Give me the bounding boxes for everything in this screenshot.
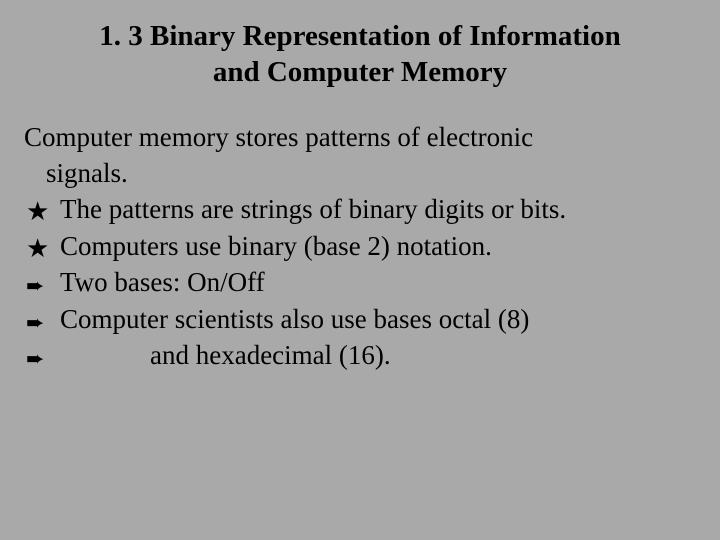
bullet-item: ➨ Computer scientists also use bases oct… — [24, 301, 696, 337]
slide-container: 1. 3 Binary Representation of Informatio… — [0, 0, 720, 398]
star-icon: ★ — [24, 199, 60, 225]
title-line-2: and Computer Memory — [213, 56, 507, 88]
arrow-icon: ➨ — [24, 275, 60, 297]
bullet-item: ➨ Two bases: On/Off — [24, 264, 696, 300]
star-icon: ★ — [24, 236, 60, 262]
bullet-text: Computer scientists also use bases octal… — [60, 301, 696, 337]
bullet-text: The patterns are strings of binary digit… — [60, 191, 696, 227]
slide-title: 1. 3 Binary Representation of Informatio… — [64, 18, 656, 91]
slide-body: Computer memory stores patterns of elect… — [24, 119, 696, 374]
intro-line-2: signals. — [46, 155, 696, 191]
title-line-1: 1. 3 Binary Representation of Informatio… — [99, 20, 620, 52]
bullet-item: ★ The patterns are strings of binary dig… — [24, 191, 696, 227]
arrow-icon: ➨ — [24, 312, 60, 334]
intro-line-1: Computer memory stores patterns of elect… — [24, 119, 696, 155]
arrow-icon: ➨ — [24, 348, 60, 370]
bullet-item: ➨ and hexadecimal (16). — [24, 337, 696, 373]
bullet-text: Two bases: On/Off — [60, 264, 696, 300]
bullet-item: ★ Computers use binary (base 2) notation… — [24, 228, 696, 264]
bullet-text: and hexadecimal (16). — [60, 337, 696, 373]
bullet-text: Computers use binary (base 2) notation. — [60, 228, 696, 264]
